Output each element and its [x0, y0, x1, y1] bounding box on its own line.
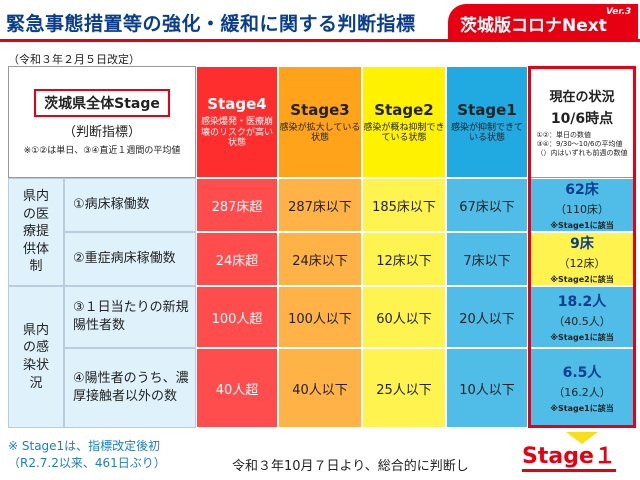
row3-current: 18.2人 （40.5人） ※Stage1に該当 [528, 286, 636, 348]
row4-stage4: 40人超 [196, 348, 278, 428]
category-medical-label: 県内の医療提供体制 [22, 189, 49, 275]
stage1-header: Stage1 感染が抑制できている状態 [446, 66, 528, 178]
stage4-desc: 感染爆発・医療崩壊のリスクが高い状態 [200, 117, 273, 149]
row4-stage-note: ※Stage1に該当 [550, 404, 614, 413]
row4-stage1: 10人以下 [446, 348, 528, 428]
row3-stage2: 60人以下 [362, 286, 446, 348]
current-note-3: （）内はいずれも前週の数値 [536, 148, 628, 157]
current-status-time: 10/6時点 [550, 111, 614, 128]
row4-current-value: 6.5人 [562, 365, 602, 381]
stage1-name: Stage1 [457, 100, 517, 119]
category-medical: 県内の医療提供体制 [8, 178, 64, 286]
stage4-name: Stage4 [207, 95, 267, 114]
row4-stage3: 40人以下 [278, 348, 362, 428]
item-severe-bed-occupancy: ②重症病床稼働数 [64, 232, 196, 286]
brand-version: Ver.3 [606, 7, 632, 17]
item-daily-new-positives: ③１日当たりの新規陽性者数 [64, 286, 196, 348]
row2-stage3: 24床以下 [278, 232, 362, 286]
title-underline [0, 39, 640, 42]
item-label: ④陽性者のうち、濃厚接触者以外の数 [73, 371, 189, 404]
stage1-desc: 感染が抑制できている状態 [450, 122, 523, 143]
current-note-2: ③④：9/30～10/6の平均値 [536, 140, 623, 149]
row2-stage-note: ※Stage2に該当 [550, 275, 614, 284]
item-bed-occupancy: ①病床稼働数 [64, 178, 196, 232]
item-non-close-contact-positives: ④陽性者のうち、濃厚接触者以外の数 [64, 348, 196, 428]
row2-current: 9床 （12床） ※Stage2に該当 [528, 232, 636, 286]
stage2-name: Stage2 [374, 100, 434, 119]
row1-stage2: 185床以下 [362, 178, 446, 232]
row1-current-value: 62床 [565, 182, 599, 198]
row2-stage4: 24床超 [196, 232, 278, 286]
stage3-header: Stage3 感染が拡大している状態 [278, 66, 362, 178]
footnote-line-2: （R2.7.2以来、461日ぶり） [8, 455, 166, 470]
stage2-header: Stage2 感染が概ね抑制できている状態 [362, 66, 446, 178]
row2-stage2: 12床以下 [362, 232, 446, 286]
stage3-desc: 感染が拡大している状態 [279, 122, 361, 143]
page-title: 緊急事態措置等の強化・緩和に関する判断指標 [6, 13, 416, 35]
row3-stage-note: ※Stage1に該当 [550, 333, 614, 342]
brand-name: 茨城版コロナNext [460, 16, 607, 36]
header: 緊急事態措置等の強化・緩和に関する判断指標 茨城版コロナNext Ver.3 [0, 0, 640, 44]
row3-current-value: 18.2人 [557, 294, 607, 310]
row3-stage4: 100人超 [196, 286, 278, 348]
row1-current: 62床 （110床） ※Stage1に該当 [528, 178, 636, 232]
row4-current: 6.5人 （16.2人） ※Stage1に該当 [528, 348, 636, 428]
row1-previous-value: （110床） [555, 203, 609, 216]
stage3-name: Stage3 [290, 100, 350, 119]
overall-stage-label: 茨城県全体Stage [34, 88, 170, 117]
item-label: ③１日当たりの新規陽性者数 [73, 300, 189, 333]
item-label: ②重症病床稼働数 [73, 251, 176, 267]
current-status-title: 現在の状況 [549, 90, 615, 106]
stage2-desc: 感染が概ね抑制できている状態 [363, 122, 445, 143]
footnote-line-1: ※ Stage1は、指標改定後初 [8, 439, 161, 453]
left-header: 茨城県全体Stage （判断指標） ※①②は単日、③④直近１週間の平均値 [8, 66, 196, 178]
indicator-note: ※①②は単日、③④直近１週間の平均値 [23, 145, 181, 156]
row3-stage3: 100人以下 [278, 286, 362, 348]
down-arrow-icon [566, 432, 598, 444]
row2-current-value: 9床 [570, 236, 594, 252]
judgment-text: 令和３年10月７日より、総合的に判断し [232, 459, 469, 474]
footnote: ※ Stage1は、指標改定後初 （R2.7.2以来、461日ぶり） [8, 438, 166, 472]
row3-stage1: 20人以下 [446, 286, 528, 348]
judgment-stage: Stage１ [522, 444, 616, 473]
row4-stage2: 25人以下 [362, 348, 446, 428]
current-note-1: ①②：単日の数値 [536, 131, 592, 140]
revision-note: （令和３年２月５日改定） [8, 53, 140, 66]
indicator-label: （判断指標） [62, 124, 141, 140]
category-infection: 県内の感染状況 [8, 286, 64, 428]
row3-previous-value: （40.5人） [553, 315, 611, 328]
stage4-header: Stage4 感染爆発・医療崩壊のリスクが高い状態 [196, 66, 278, 178]
row2-stage1: 7床以下 [446, 232, 528, 286]
row1-stage1: 67床以下 [446, 178, 528, 232]
row4-previous-value: （16.2人） [553, 386, 611, 399]
row2-previous-value: （12床） [558, 257, 606, 270]
row1-stage3: 287床以下 [278, 178, 362, 232]
current-status-header: 現在の状況 10/6時点 ①②：単日の数値 ③④：9/30～10/6の平均値 （… [528, 66, 636, 178]
item-label: ①病床稼働数 [73, 197, 150, 213]
row1-stage4: 287床超 [196, 178, 278, 232]
row1-stage-note: ※Stage1に該当 [550, 221, 614, 230]
current-status-notes: ①②：単日の数値 ③④：9/30～10/6の平均値 （）内はいずれも前週の数値 [537, 131, 628, 157]
brand-badge: 茨城版コロナNext Ver.3 [448, 4, 638, 40]
category-infection-label: 県内の感染状況 [22, 322, 49, 391]
